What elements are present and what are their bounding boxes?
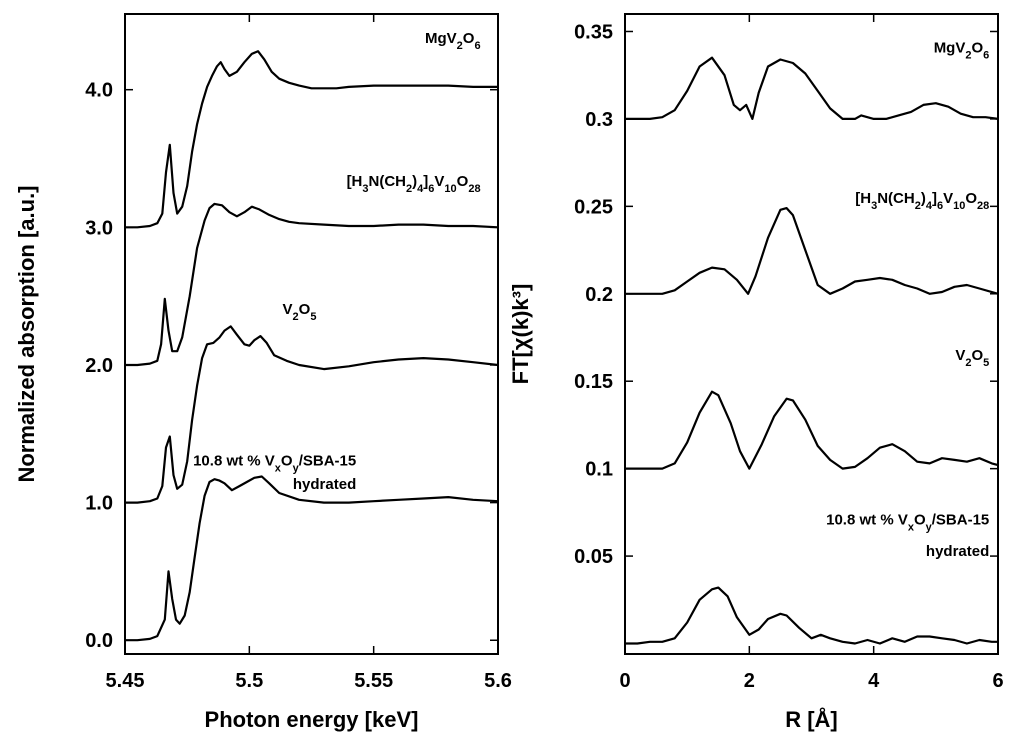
x-axis-title: Photon energy [keV]	[205, 707, 419, 732]
series-line-3	[625, 390, 999, 470]
y-tick-label: 0.3	[585, 109, 613, 131]
series-line-1	[125, 50, 498, 229]
x-tick-label: 4	[868, 670, 880, 692]
y-tick-label: 0.0	[85, 630, 113, 652]
left-panel-xanes: 5.45 5.5 5.55 5.6 0.0 1.0 2.0 3.0 4.0 Photon ener…	[14, 13, 512, 732]
x-tick-label: 0	[619, 670, 630, 692]
y-tick-label: 0.35	[574, 21, 613, 43]
curve-label: MgV2O6	[934, 39, 990, 61]
curve-label: 10.8 wt % VxOy/SBA-15	[826, 512, 989, 534]
plot-frame	[124, 13, 499, 655]
y-tick-label: 0.05	[574, 546, 613, 568]
curve-label: V2O5	[955, 347, 989, 369]
plot-frame	[624, 13, 999, 655]
y-tick-label: 4.0	[85, 80, 113, 102]
x-tick-label: 5.55	[354, 670, 393, 692]
y-tick-label: 1.0	[85, 493, 113, 515]
series-line-3	[125, 325, 499, 504]
series-line-1	[625, 56, 999, 120]
y-tick-label: 0.15	[574, 371, 613, 393]
y-tick-label: 0.1	[585, 459, 613, 481]
series-line-4	[625, 586, 998, 645]
curve-label: V2O5	[283, 301, 317, 323]
x-tick-label: 5.5	[235, 670, 263, 692]
x-tick-label: 2	[744, 670, 755, 692]
right-panel-exafs: 0 2 4 6 0.05 0.1 0.15 0.2 0.25 0.3 0.35 R [Å] FT[χ(k…	[508, 13, 1004, 732]
curve-label: [H3N(CH2)4]6V10O28	[855, 190, 989, 212]
curve-label: [H3N(CH2)4]6V10O28	[347, 173, 481, 195]
y-tick-label: 3.0	[85, 217, 113, 239]
curve-label: hydrated	[926, 543, 989, 560]
curve-label: 10.8 wt % VxOy/SBA-15	[193, 452, 356, 474]
series-line-2	[125, 202, 499, 367]
x-tick-label: 5.6	[484, 670, 512, 692]
y-tick-label: 0.25	[574, 196, 613, 218]
curve-label: hydrated	[293, 476, 356, 493]
y-axis-title: Normalized absorption [a.u.]	[14, 185, 39, 482]
x-tick-label: 5.45	[106, 670, 145, 692]
curve-label: MgV2O6	[425, 30, 481, 52]
series-line-4	[125, 475, 499, 642]
series-line-2	[625, 207, 999, 295]
y-axis-title: FT[χ(k)k³]	[508, 284, 533, 385]
y-tick-label: 0.2	[585, 284, 613, 306]
x-tick-label: 6	[992, 670, 1003, 692]
y-tick-label: 2.0	[85, 355, 113, 377]
x-axis-title: R [Å]	[785, 706, 838, 732]
